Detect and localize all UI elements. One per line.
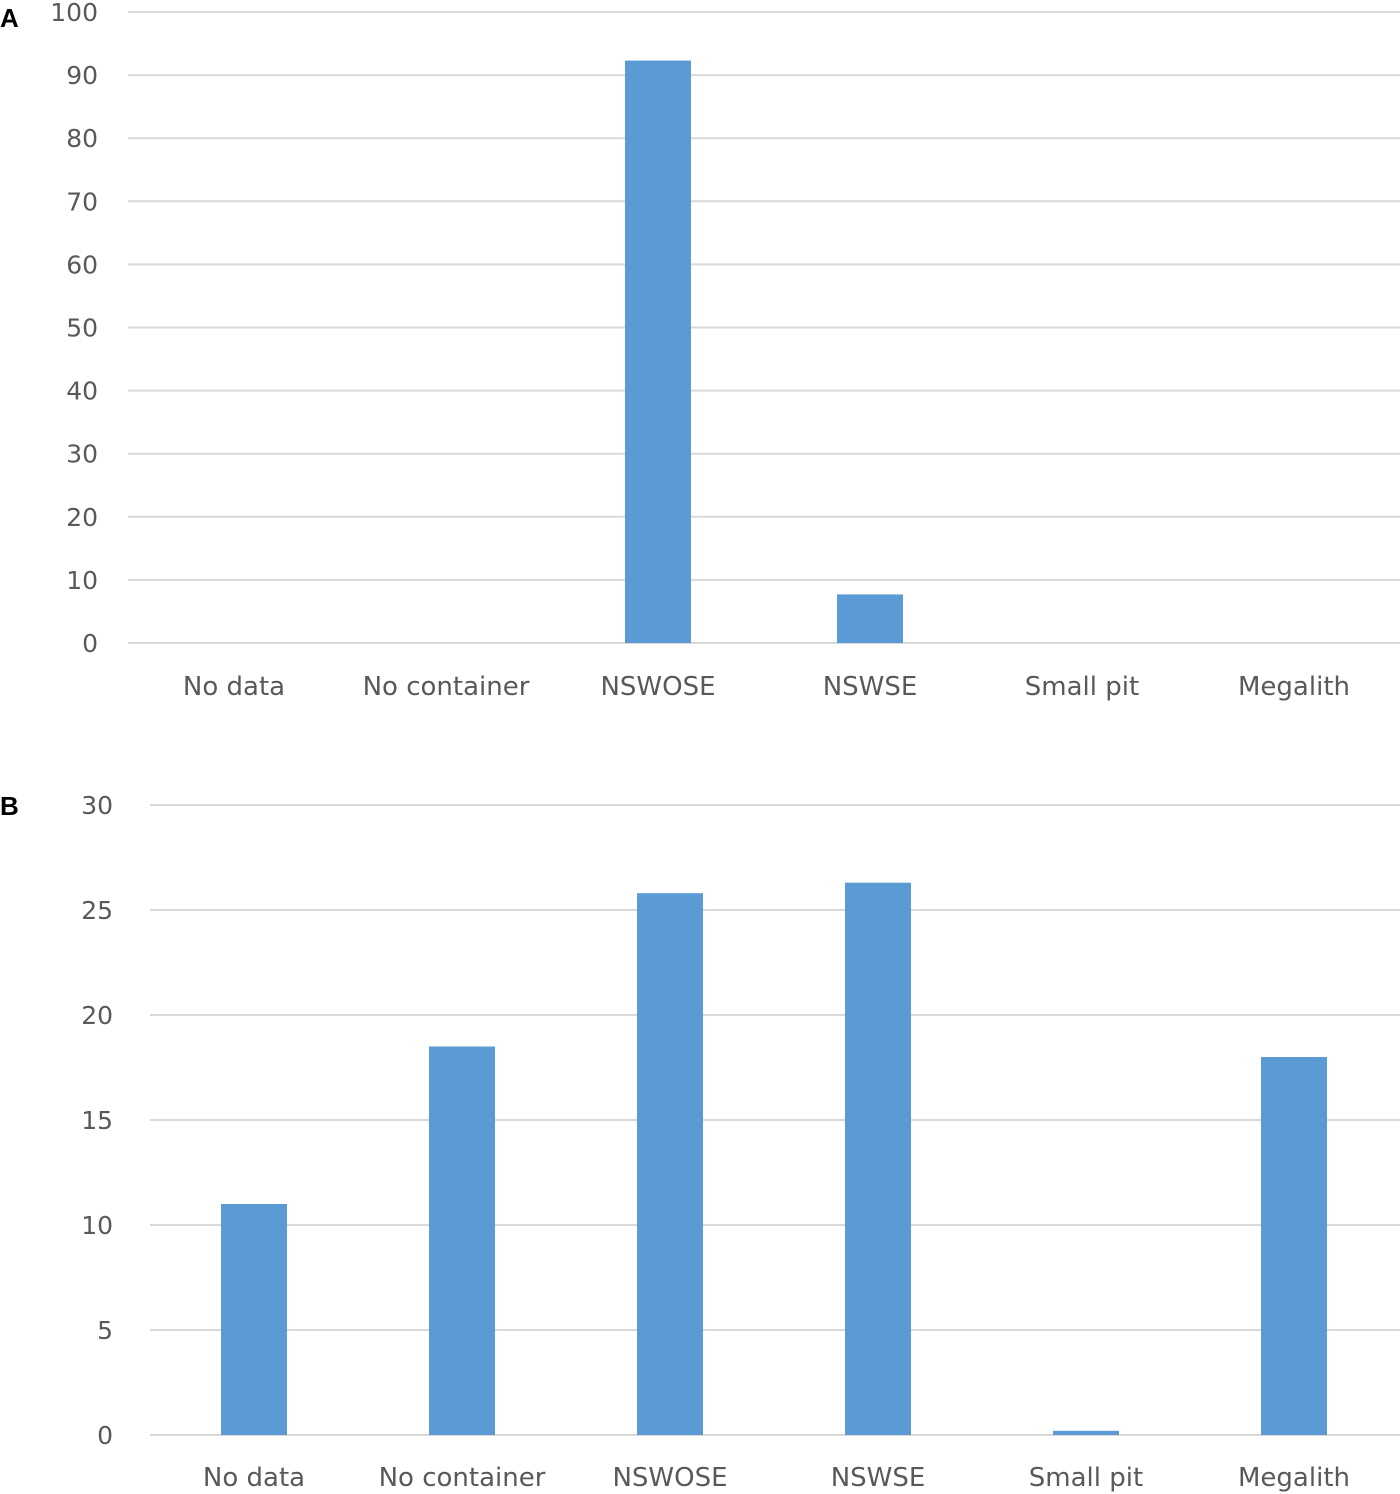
y-tick-label-b-30: 30 [81, 791, 113, 820]
y-tick-label-a-90: 90 [66, 61, 98, 90]
y-tick-label-a-0: 0 [82, 629, 98, 658]
y-tick-label-a-100: 100 [50, 0, 98, 27]
chart-a: 0 10 20 30 40 50 60 70 80 90 100 No data No containe… [50, 0, 1400, 702]
bar-b-0 [221, 1204, 287, 1435]
bar-b-2 [637, 893, 703, 1435]
y-tick-label-b-20: 20 [81, 1001, 113, 1030]
x-tick-label-b-2: NSWOSE [612, 1463, 727, 1493]
y-tick-label-a-20: 20 [66, 503, 98, 532]
y-tick-label-a-70: 70 [66, 187, 98, 216]
bar-b-5 [1261, 1057, 1327, 1435]
y-tick-label-b-5: 5 [97, 1316, 113, 1345]
x-tick-label-a-2: NSWOSE [600, 672, 715, 702]
y-tick-label-a-80: 80 [66, 124, 98, 153]
y-tick-label-b-10: 10 [81, 1211, 113, 1240]
y-tick-label-a-30: 30 [66, 440, 98, 469]
bar-b-3 [845, 882, 911, 1435]
panel-label-b: B [0, 791, 19, 821]
y-tick-label-a-50: 50 [66, 314, 98, 343]
bar-b-1 [429, 1046, 495, 1435]
y-tick-label-a-60: 60 [66, 250, 98, 279]
x-tick-label-a-5: Megalith [1238, 672, 1350, 702]
bar-b-4 [1053, 1430, 1119, 1435]
y-tick-label-b-0: 0 [97, 1421, 113, 1450]
x-tick-label-a-4: Small pit [1025, 672, 1139, 702]
x-tick-label-a-0: No data [183, 672, 285, 702]
y-tick-label-a-40: 40 [66, 377, 98, 406]
x-tick-label-a-1: No container [363, 672, 530, 702]
x-tick-label-a-3: NSWSE [823, 672, 918, 702]
x-tick-label-b-1: No container [379, 1463, 546, 1493]
x-tick-label-b-5: Megalith [1238, 1463, 1350, 1493]
x-tick-label-b-4: Small pit [1029, 1463, 1143, 1493]
y-tick-label-a-10: 10 [66, 566, 98, 595]
bar-a-2 [625, 60, 691, 644]
bar-a-3 [837, 594, 903, 643]
y-tick-label-b-15: 15 [81, 1106, 113, 1135]
chart-b: 0 5 10 15 20 25 30 No data No container NSWOSE NSW… [81, 791, 1400, 1493]
x-tick-label-b-3: NSWSE [831, 1463, 926, 1493]
y-tick-label-b-25: 25 [81, 896, 113, 925]
x-tick-label-b-0: No data [203, 1463, 305, 1493]
panel-label-a: A [0, 3, 19, 33]
